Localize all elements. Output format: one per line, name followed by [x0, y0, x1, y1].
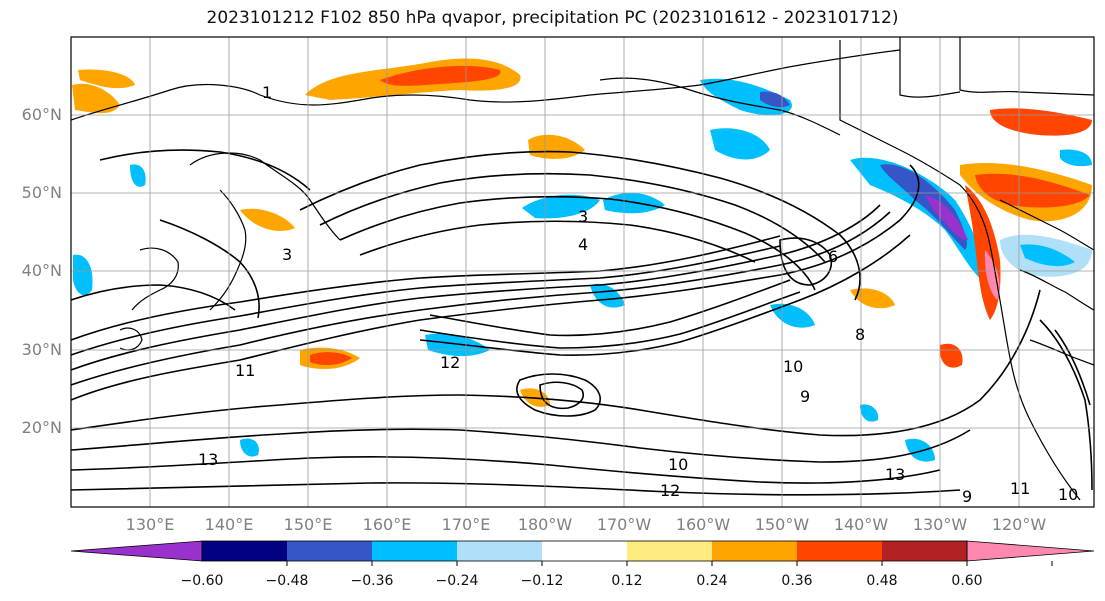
contour-label: 11	[1010, 479, 1030, 498]
contour-label: 11	[235, 361, 255, 380]
contour-label: 10	[1058, 485, 1078, 504]
colorbar-segment	[542, 541, 627, 561]
lat-label-50n: 50°N	[21, 183, 62, 202]
map-title: 2023101212 F102 850 hPa qvapor, precipit…	[206, 8, 899, 28]
colorbar-tick-label: −0.24	[435, 573, 479, 589]
colorbar-segment	[202, 541, 287, 561]
contour-label: 1	[262, 83, 272, 102]
colorbar-tick-label: −0.48	[265, 573, 309, 589]
colorbar-tick-label: 0.24	[696, 573, 728, 589]
contour-label: 13	[198, 450, 218, 469]
contour-label: 8	[855, 325, 865, 344]
contour-label: 10	[668, 455, 688, 474]
lon-label-180w: 180°W	[517, 515, 573, 534]
colorbar-tick-label: 0.12	[611, 573, 643, 589]
lon-label-170e: 170°E	[441, 515, 491, 534]
lat-label-60n: 60°N	[21, 105, 62, 124]
colorbar-segment	[372, 541, 457, 561]
colorbar-segment	[882, 541, 967, 561]
colorbar-tick-label: −0.12	[520, 573, 564, 589]
colorbar-frame	[201, 540, 968, 562]
lat-label-30n: 30°N	[21, 340, 62, 359]
colorbar-tick-label: −0.36	[350, 573, 394, 589]
precip-shading	[72, 58, 1092, 462]
colorbar-tick-label: 0.36	[781, 573, 813, 589]
contour-label: 13	[885, 465, 905, 484]
contour-labels: 1 3 3 4 6 8 9 10 10 11 12 13 13 12 11 10…	[198, 83, 1078, 506]
contour-label: 9	[962, 487, 972, 506]
colorbar-segment	[627, 541, 712, 561]
colorbar-segment	[457, 541, 542, 561]
contour-label: 12	[660, 481, 680, 500]
colorbar-segment	[712, 541, 797, 561]
lat-label-20n: 20°N	[21, 418, 62, 437]
contour-label: 9	[800, 387, 810, 406]
lon-label-130w: 130°W	[912, 515, 968, 534]
colorbar-tick-label: 0.48	[866, 573, 898, 589]
colorbar-extend-max	[966, 540, 1095, 562]
contour-label: 12	[440, 353, 460, 372]
lon-label-130e: 130°E	[125, 515, 175, 534]
contour-label: 3	[578, 207, 588, 226]
contour-label: 10	[783, 357, 803, 376]
lon-label-150e: 150°E	[283, 515, 333, 534]
lon-label-160w: 160°W	[675, 515, 731, 534]
colorbar-tick-label: −0.60	[180, 573, 224, 589]
lat-label-40n: 40°N	[21, 261, 62, 280]
contour-label: 3	[282, 245, 292, 264]
lon-label-150w: 150°W	[754, 515, 810, 534]
lon-label-140w: 140°W	[833, 515, 889, 534]
graticule	[71, 37, 1094, 507]
colorbar-segment	[287, 541, 372, 561]
map-frame	[70, 36, 1095, 508]
colorbar-extend-min	[70, 540, 203, 562]
contour-label: 4	[578, 235, 588, 254]
colorbar-tick-label: 0.60	[951, 573, 983, 589]
colorbar-segment	[797, 541, 882, 561]
lon-label-170w: 170°W	[596, 515, 652, 534]
lon-label-140e: 140°E	[204, 515, 254, 534]
contour-label: 6	[828, 247, 838, 266]
lon-label-120w: 120°W	[991, 515, 1047, 534]
lon-label-160e: 160°E	[362, 515, 412, 534]
coastlines	[71, 37, 1094, 501]
qvapor-contours	[71, 149, 1093, 496]
